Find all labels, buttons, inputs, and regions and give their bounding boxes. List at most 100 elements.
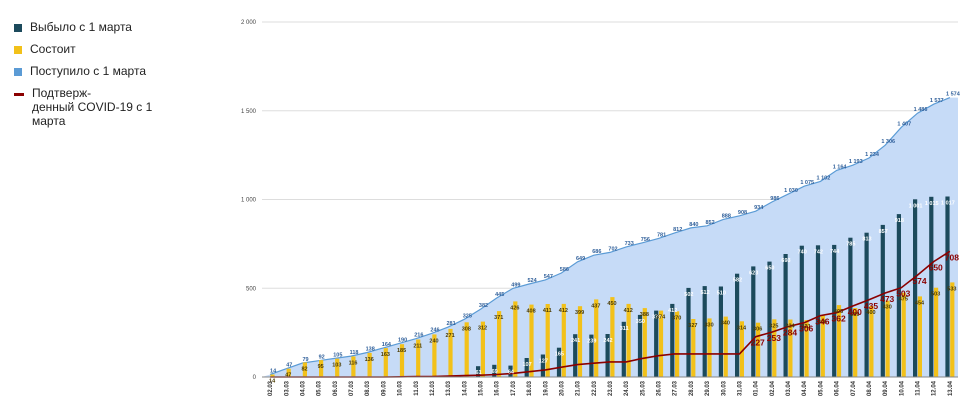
x-tick-label: 11.03 xyxy=(414,380,420,395)
bar-current xyxy=(302,362,307,377)
label-outflow: 857 xyxy=(879,229,888,235)
label-admitted: 686 xyxy=(592,249,601,255)
label-admitted: 105 xyxy=(333,352,342,358)
legend-item-covid[interactable]: Подтверж- денный COVID-19 с 1 марта xyxy=(14,86,204,128)
bar-outflow xyxy=(589,334,594,377)
bar-current xyxy=(335,358,340,377)
legend: Выбыло с 1 марта Состоит Поступило с 1 м… xyxy=(14,20,204,136)
label-outflow: 1 001 xyxy=(909,203,923,209)
label-outflow: 350 xyxy=(636,319,645,325)
label-outflow: 239 xyxy=(587,339,596,345)
y-tick-label: 2 000 xyxy=(241,20,257,26)
legend-item-outflow[interactable]: Выбыло с 1 марта xyxy=(14,20,204,34)
label-outflow: 918 xyxy=(895,218,904,224)
label-admitted: 986 xyxy=(770,196,779,202)
bar-current xyxy=(448,328,453,377)
label-admitted: 92 xyxy=(319,355,325,361)
bar-outflow xyxy=(751,266,756,377)
bar-current xyxy=(836,305,842,377)
bar-current xyxy=(464,322,469,377)
label-admitted: 118 xyxy=(350,350,359,356)
label-current: 371 xyxy=(494,315,503,321)
label-covid: 227 xyxy=(751,338,765,348)
label-outflow: 510 xyxy=(717,291,726,297)
bar-outflow xyxy=(815,245,821,377)
bar-current xyxy=(480,321,485,377)
label-current: 437 xyxy=(591,303,600,309)
bar-current xyxy=(594,299,599,377)
bar-outflow xyxy=(929,196,934,377)
label-admitted: 649 xyxy=(576,256,585,262)
x-tick-label: 09.04 xyxy=(883,380,889,396)
bar-outflow xyxy=(783,254,788,377)
label-current: 430 xyxy=(883,305,892,311)
label-outflow: 61 xyxy=(475,370,481,376)
label-covid: 473 xyxy=(880,294,894,304)
bar-current xyxy=(561,303,566,377)
bar-current xyxy=(901,292,906,377)
label-current: 400 xyxy=(866,310,875,316)
label-current: 325 xyxy=(769,323,778,329)
bar-outflow xyxy=(573,334,578,377)
bar-outflow xyxy=(767,261,772,377)
x-axis: 02.03 03.03 04.03 05.03 06.03 07.03 08.03 09.03… xyxy=(262,376,958,396)
y-axis: 0 500 1 000 1 500 2 000 xyxy=(241,20,257,381)
label-current: 116 xyxy=(349,360,358,366)
bar-current xyxy=(934,287,939,377)
bar-current xyxy=(286,368,291,377)
bar-outflow xyxy=(492,364,497,377)
bar-current xyxy=(416,339,421,377)
label-outflow: 785 xyxy=(846,242,855,248)
bar-current xyxy=(545,304,550,377)
label-outflow: 127 xyxy=(539,359,548,365)
label-outflow: 582 xyxy=(733,278,742,284)
bar-current xyxy=(351,356,356,377)
bar-current xyxy=(529,304,534,377)
label-current: 312 xyxy=(478,326,487,332)
x-tick-label: 03.04 xyxy=(786,380,792,396)
legend-item-current[interactable]: Состоит xyxy=(14,42,204,56)
x-tick-label: 23.03 xyxy=(608,380,614,396)
label-outflow: 241 xyxy=(571,338,580,344)
bar-outflow xyxy=(718,286,723,377)
label-admitted: 47 xyxy=(286,363,292,369)
bar-outflow xyxy=(508,365,513,377)
label-current: 454 xyxy=(915,300,925,306)
bar-current xyxy=(642,308,647,377)
label-admitted: 1 164 xyxy=(833,164,848,170)
legend-item-admitted[interactable]: Поступило с 1 марта xyxy=(14,64,204,78)
label-admitted: 547 xyxy=(544,274,553,280)
label-admitted: 445 xyxy=(495,292,504,298)
x-tick-label: 07.03 xyxy=(349,380,355,396)
label-admitted: 934 xyxy=(754,205,764,211)
x-tick-label: 29.03 xyxy=(705,380,711,396)
label-admitted: 164 xyxy=(382,342,392,348)
label-current: 306 xyxy=(753,327,762,333)
label-admitted: 1 193 xyxy=(849,159,863,165)
legend-swatch-current xyxy=(14,46,22,54)
label-covid: 362 xyxy=(832,314,846,324)
x-tick-label: 15.03 xyxy=(479,380,485,396)
bar-outflow xyxy=(896,214,901,377)
x-tick-label: 12.04 xyxy=(932,380,938,396)
x-tick-label: 17.03 xyxy=(511,380,517,396)
label-outflow: 107 xyxy=(523,362,532,368)
bar-current xyxy=(513,301,518,377)
x-tick-label: 30.03 xyxy=(721,380,727,396)
bar-current xyxy=(739,321,744,377)
label-outflow: 165 xyxy=(555,352,564,358)
bar-current xyxy=(950,282,955,377)
bar-outflow xyxy=(686,287,691,377)
label-outflow: 412 xyxy=(668,308,677,314)
label-outflow: 242 xyxy=(603,338,612,344)
label-current: 327 xyxy=(688,323,697,329)
label-current: 405 xyxy=(834,309,843,315)
bar-current xyxy=(691,319,696,377)
bar-outflow xyxy=(945,196,950,377)
bar-outflow xyxy=(654,310,659,377)
bar-current xyxy=(788,319,793,377)
legend-label-admitted: Поступило с 1 марта xyxy=(30,64,146,78)
label-current: 271 xyxy=(446,333,455,339)
label-covid: 574 xyxy=(912,276,926,286)
